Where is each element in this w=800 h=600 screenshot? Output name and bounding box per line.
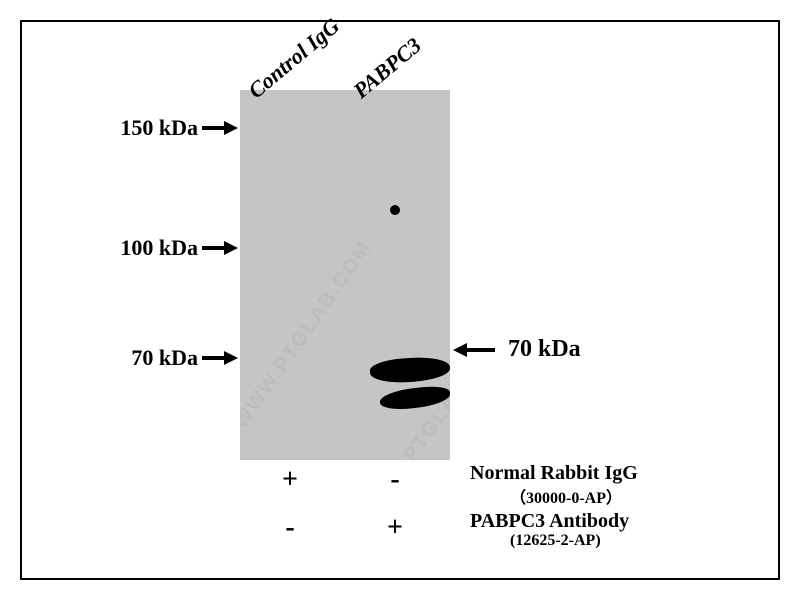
row-label-main: Normal Rabbit IgG bbox=[470, 462, 638, 485]
blot-spot bbox=[390, 205, 400, 215]
row-label-main: PABPC3 Antibody bbox=[470, 510, 629, 533]
figure-container: WWW.PTGLAB.COM WWW.PTGLAB.COM Control Ig… bbox=[0, 0, 800, 600]
row-label-sub: （30000-0-AP） bbox=[510, 484, 622, 508]
blot-image: WWW.PTGLAB.COM WWW.PTGLAB.COM bbox=[240, 90, 450, 460]
row-label-sub: (12625-2-AP) bbox=[510, 532, 601, 550]
pm-cell: - bbox=[275, 512, 305, 544]
watermark-text: WWW.PTGLAB.COM bbox=[240, 237, 377, 433]
detected-band-label: 70 kDa bbox=[508, 336, 581, 363]
pm-cell: + bbox=[275, 464, 305, 496]
mw-label: 70 kDa bbox=[0, 345, 198, 371]
pm-cell: - bbox=[380, 464, 410, 496]
pm-cell: + bbox=[380, 512, 410, 544]
mw-label: 150 kDa bbox=[0, 115, 198, 141]
blot-band-main bbox=[370, 355, 450, 385]
mw-label: 100 kDa bbox=[0, 235, 198, 261]
